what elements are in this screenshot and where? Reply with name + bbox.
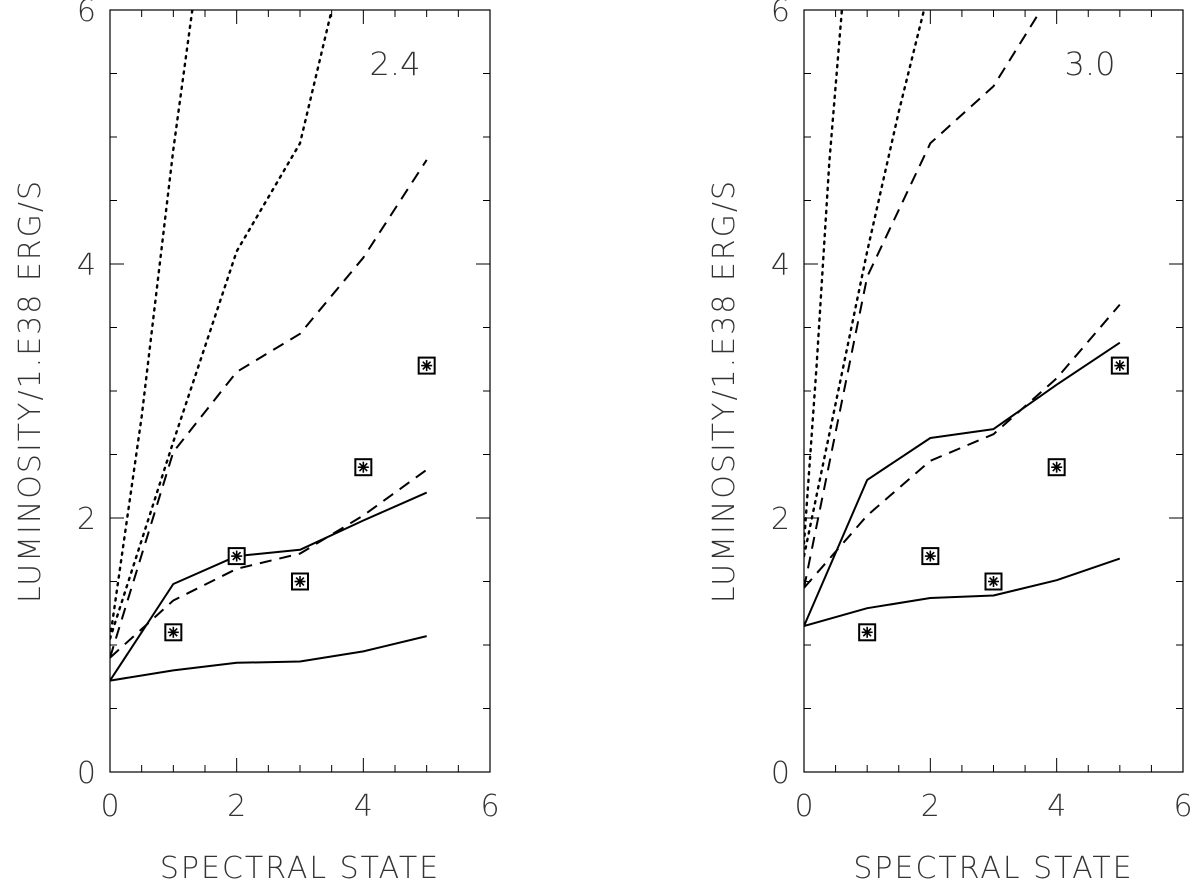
- series-dotted-lower: [804, 10, 926, 558]
- data-point-marker: [227, 547, 246, 566]
- series-solid-upper: [110, 491, 428, 682]
- y-tick-label: 2: [77, 502, 96, 537]
- marker-star-stroke: [358, 462, 368, 472]
- panel-label: 2.4: [370, 45, 421, 83]
- y-axis-label: LUMINOSITY/1.E38 ERG/S: [13, 179, 48, 603]
- series-dotted-lower: [110, 10, 333, 640]
- series-dashed-lower: [110, 468, 428, 659]
- marker-star-stroke: [422, 361, 432, 371]
- series-group: [110, 10, 428, 682]
- data-point-marker: [984, 572, 1003, 591]
- series-dashed-lower: [804, 303, 1121, 589]
- marker-star-stroke: [168, 627, 178, 637]
- marker-star-stroke: [862, 627, 872, 637]
- y-tick-label: 4: [771, 248, 790, 283]
- data-point-marker: [417, 356, 436, 375]
- series-solid-lower: [110, 635, 427, 682]
- series-solid-upper: [804, 341, 1121, 627]
- marker-star-stroke: [295, 577, 305, 586]
- data-point-marker: [354, 458, 373, 477]
- y-tick-label: 4: [77, 248, 96, 283]
- panel-label: 3.0: [1065, 45, 1116, 83]
- x-tick-label: 2: [227, 789, 246, 824]
- x-tick-label: 0: [100, 789, 119, 824]
- y-axis-label: LUMINOSITY/1.E38 ERG/S: [707, 179, 742, 603]
- x-tick-label: 6: [1173, 789, 1192, 824]
- series-dotted-upper: [110, 10, 194, 640]
- series-dotted-upper: [804, 10, 844, 545]
- y-tick-label: 6: [77, 0, 96, 29]
- data-point-marker: [921, 547, 940, 566]
- data-point-marker: [1047, 458, 1066, 477]
- y-tick-label: 6: [771, 0, 790, 29]
- data-point-marker: [164, 623, 183, 642]
- marker-star-stroke: [1052, 462, 1062, 472]
- plot-frame: [109, 9, 491, 773]
- marker-star-stroke: [925, 551, 935, 561]
- x-tick-label: 0: [794, 789, 813, 824]
- data-point-marker: [291, 572, 309, 591]
- plot-frame: [803, 9, 1184, 773]
- x-tick-label: 2: [921, 789, 940, 824]
- marker-star-stroke: [232, 551, 242, 561]
- series-dashed-upper: [804, 10, 1042, 589]
- series-group: [804, 10, 1121, 627]
- marker-star-stroke: [989, 577, 998, 586]
- y-tick-label: 0: [771, 756, 790, 791]
- x-axis-label: SPECTRAL STATE: [160, 851, 440, 886]
- x-tick-label: 4: [1047, 789, 1066, 824]
- y-tick-label: 2: [771, 502, 790, 537]
- y-tick-label: 0: [77, 756, 96, 791]
- data-point-marker: [1110, 356, 1129, 375]
- x-tick-label: 4: [354, 789, 373, 824]
- series-dashed-upper: [110, 159, 428, 658]
- data-point-marker: [858, 623, 877, 642]
- chart-panel-right: 0 2 4 6 0 2 4 6 SPECTRAL STATE LUMINOSITY/1.E38 E…: [707, 0, 1193, 886]
- x-axis-label: SPECTRAL STATE: [853, 851, 1133, 886]
- x-tick-label: 6: [480, 789, 499, 824]
- series-solid-lower: [804, 557, 1121, 627]
- chart-panel-left: 0 2 4 6 0 2 4 6 SPECTRAL STATE LUMINOSITY/1.E38 E…: [13, 0, 500, 886]
- marker-star-stroke: [1115, 361, 1125, 371]
